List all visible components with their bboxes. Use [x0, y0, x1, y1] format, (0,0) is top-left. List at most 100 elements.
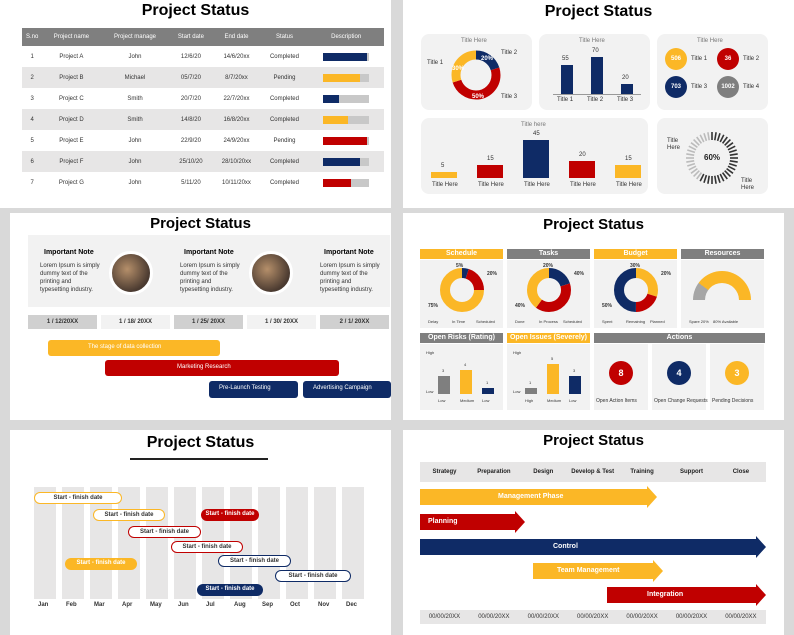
bar-value: 3: [573, 368, 576, 373]
panel-donut: [611, 265, 661, 320]
stat-circle: 506: [665, 48, 687, 70]
gauge-label-right: Title Here: [741, 178, 755, 191]
table-row: 4 Project D Smith 14/8/20 16/8/20xx Completed: [22, 109, 384, 130]
cell-sno: 6: [22, 151, 43, 172]
donut-card: Title Here Title 1 Title 2 Title 3 20% 3…: [421, 34, 532, 110]
month-label: Oct: [290, 602, 301, 608]
column-header: S.no: [22, 28, 43, 46]
timeline-date: 1 / 12/20XX: [28, 315, 97, 329]
stat-label: Title 2: [743, 56, 760, 62]
phase-date: 00/00/20XX: [428, 614, 461, 620]
bar: [477, 165, 503, 178]
cell-manager: Smith: [127, 95, 143, 102]
cell-description: [308, 109, 384, 130]
bar-label: Title Here: [616, 182, 642, 188]
bar: [547, 364, 559, 394]
arrow-label: Team Management: [557, 567, 620, 574]
bar-label: Title 3: [617, 97, 634, 103]
progress-fill: [323, 178, 351, 187]
gantt-pill: Start - finish date: [218, 555, 291, 567]
slide-gantt[interactable]: Project Status Jan Feb Mar Apr May Jun Jul Aug S…: [10, 430, 391, 635]
cell-status: Completed: [269, 179, 299, 186]
panel-legend: In Process: [539, 319, 558, 324]
column-header: Project name: [42, 28, 101, 46]
axis-high: High: [513, 350, 522, 355]
phase-label: Develop & Test: [571, 469, 615, 475]
panel-legend: Spent: [602, 319, 613, 324]
table-row: 5 Project E John 22/9/20 24/9/20xx Pending: [22, 130, 384, 151]
action-label: Pending Decisions: [712, 398, 754, 404]
arrow-team-management: Team Management: [533, 560, 663, 582]
phase-date: 00/00/20XX: [577, 614, 609, 620]
panel-donut: [524, 265, 574, 320]
note-heading: Important Note: [184, 249, 234, 256]
panel-legend: Planned: [650, 319, 665, 324]
bar-label: Medium: [547, 398, 562, 403]
arrow-label: Management Phase: [498, 493, 564, 500]
progress-fill: [323, 136, 367, 145]
month-label: Sep: [262, 602, 274, 608]
cell-manager: Smith: [100, 109, 170, 130]
bar-value: 70: [592, 48, 599, 55]
progress-fill: [323, 115, 349, 124]
bar-value: 20: [622, 74, 629, 81]
progress-fill: [323, 52, 367, 61]
axis-low: Low: [426, 389, 434, 394]
cell-manager: John: [128, 179, 142, 186]
progress-bar: [323, 52, 370, 61]
donut-label-1: Title 1: [427, 60, 444, 66]
panel-header: Actions: [594, 333, 765, 343]
cell-status: Completed: [260, 109, 309, 130]
slide-title: Project Status: [543, 216, 644, 233]
card-heading: Title Here: [579, 38, 605, 44]
stat-label: Title 1: [691, 56, 708, 62]
bar-chart-1: 55 Title 1 70 Title 2 20 Title 3: [539, 34, 650, 110]
bar-label: Title Here: [432, 182, 458, 188]
arrow-label: Planning: [428, 518, 458, 525]
action-label: Open Action Items: [596, 398, 637, 404]
bar-value: 5: [551, 356, 554, 361]
stat-label: Title 4: [743, 84, 760, 90]
slide-dashboard[interactable]: Project Status Schedule 5% 20% 75% Delay In T…: [403, 213, 784, 420]
note-photo: [249, 251, 293, 295]
arrow-control: Control: [420, 536, 766, 558]
cell-end: 24/9/20xx: [223, 137, 250, 144]
panel-legend: Scheduled: [563, 319, 582, 324]
panel-legend: Remaining: [626, 319, 646, 324]
bar: [569, 161, 595, 178]
panel-pct: 50%: [602, 303, 613, 309]
slide-project-table[interactable]: Project Status S.no Project name Project m…: [0, 0, 391, 208]
cell-start: 14/8/20: [169, 109, 213, 130]
slide-title: Project Status: [146, 434, 255, 451]
progress-bar: [323, 157, 370, 166]
cell-name: Project B: [42, 67, 101, 88]
column-header: Start date: [169, 28, 213, 46]
gauge-value: 60%: [704, 153, 721, 162]
axis-high: High: [426, 350, 435, 355]
progress-fill: [323, 157, 360, 166]
panel-pct: 30%: [630, 263, 641, 269]
bar: [525, 388, 537, 394]
phase-dates: 00/00/20XX 00/00/20XX 00/00/20XX 00/00/20XX…: [420, 610, 766, 624]
gantt-pill: Start - finish date: [171, 541, 243, 553]
arrow-label: Control: [553, 543, 578, 550]
card-heading: Title Here: [461, 38, 487, 44]
cell-start: 05/7/20: [169, 67, 213, 88]
cell-manager: John: [100, 151, 170, 172]
cell-end: 14/6/20xx: [223, 53, 250, 60]
column-header: End date: [212, 28, 261, 46]
table-row: 3 Project C Smith 20/7/20 22/7/20xx Completed: [22, 88, 384, 109]
bar-value: 45: [533, 131, 540, 137]
cell-end: 10/11/20xx: [222, 179, 251, 186]
slide-title: Project Status: [543, 432, 644, 449]
month-column: [62, 487, 84, 599]
slide-charts-overview[interactable]: Project Status Title Here Title 1 Title …: [403, 0, 794, 208]
bar-label: Title 1: [557, 97, 574, 103]
slide-phase-roadmap[interactable]: Project Status Strategy Preparation Design…: [403, 430, 784, 635]
slide-notes-timeline[interactable]: Project Status Important Note Lorem Ipsum…: [10, 213, 391, 420]
cell-status: Completed: [260, 151, 309, 172]
table-header-row: S.no Project name Project manage Start date…: [22, 28, 384, 46]
cell-sno: 2: [22, 67, 43, 88]
panel-pct: 20%: [543, 263, 554, 269]
bar-label: High: [525, 398, 534, 403]
